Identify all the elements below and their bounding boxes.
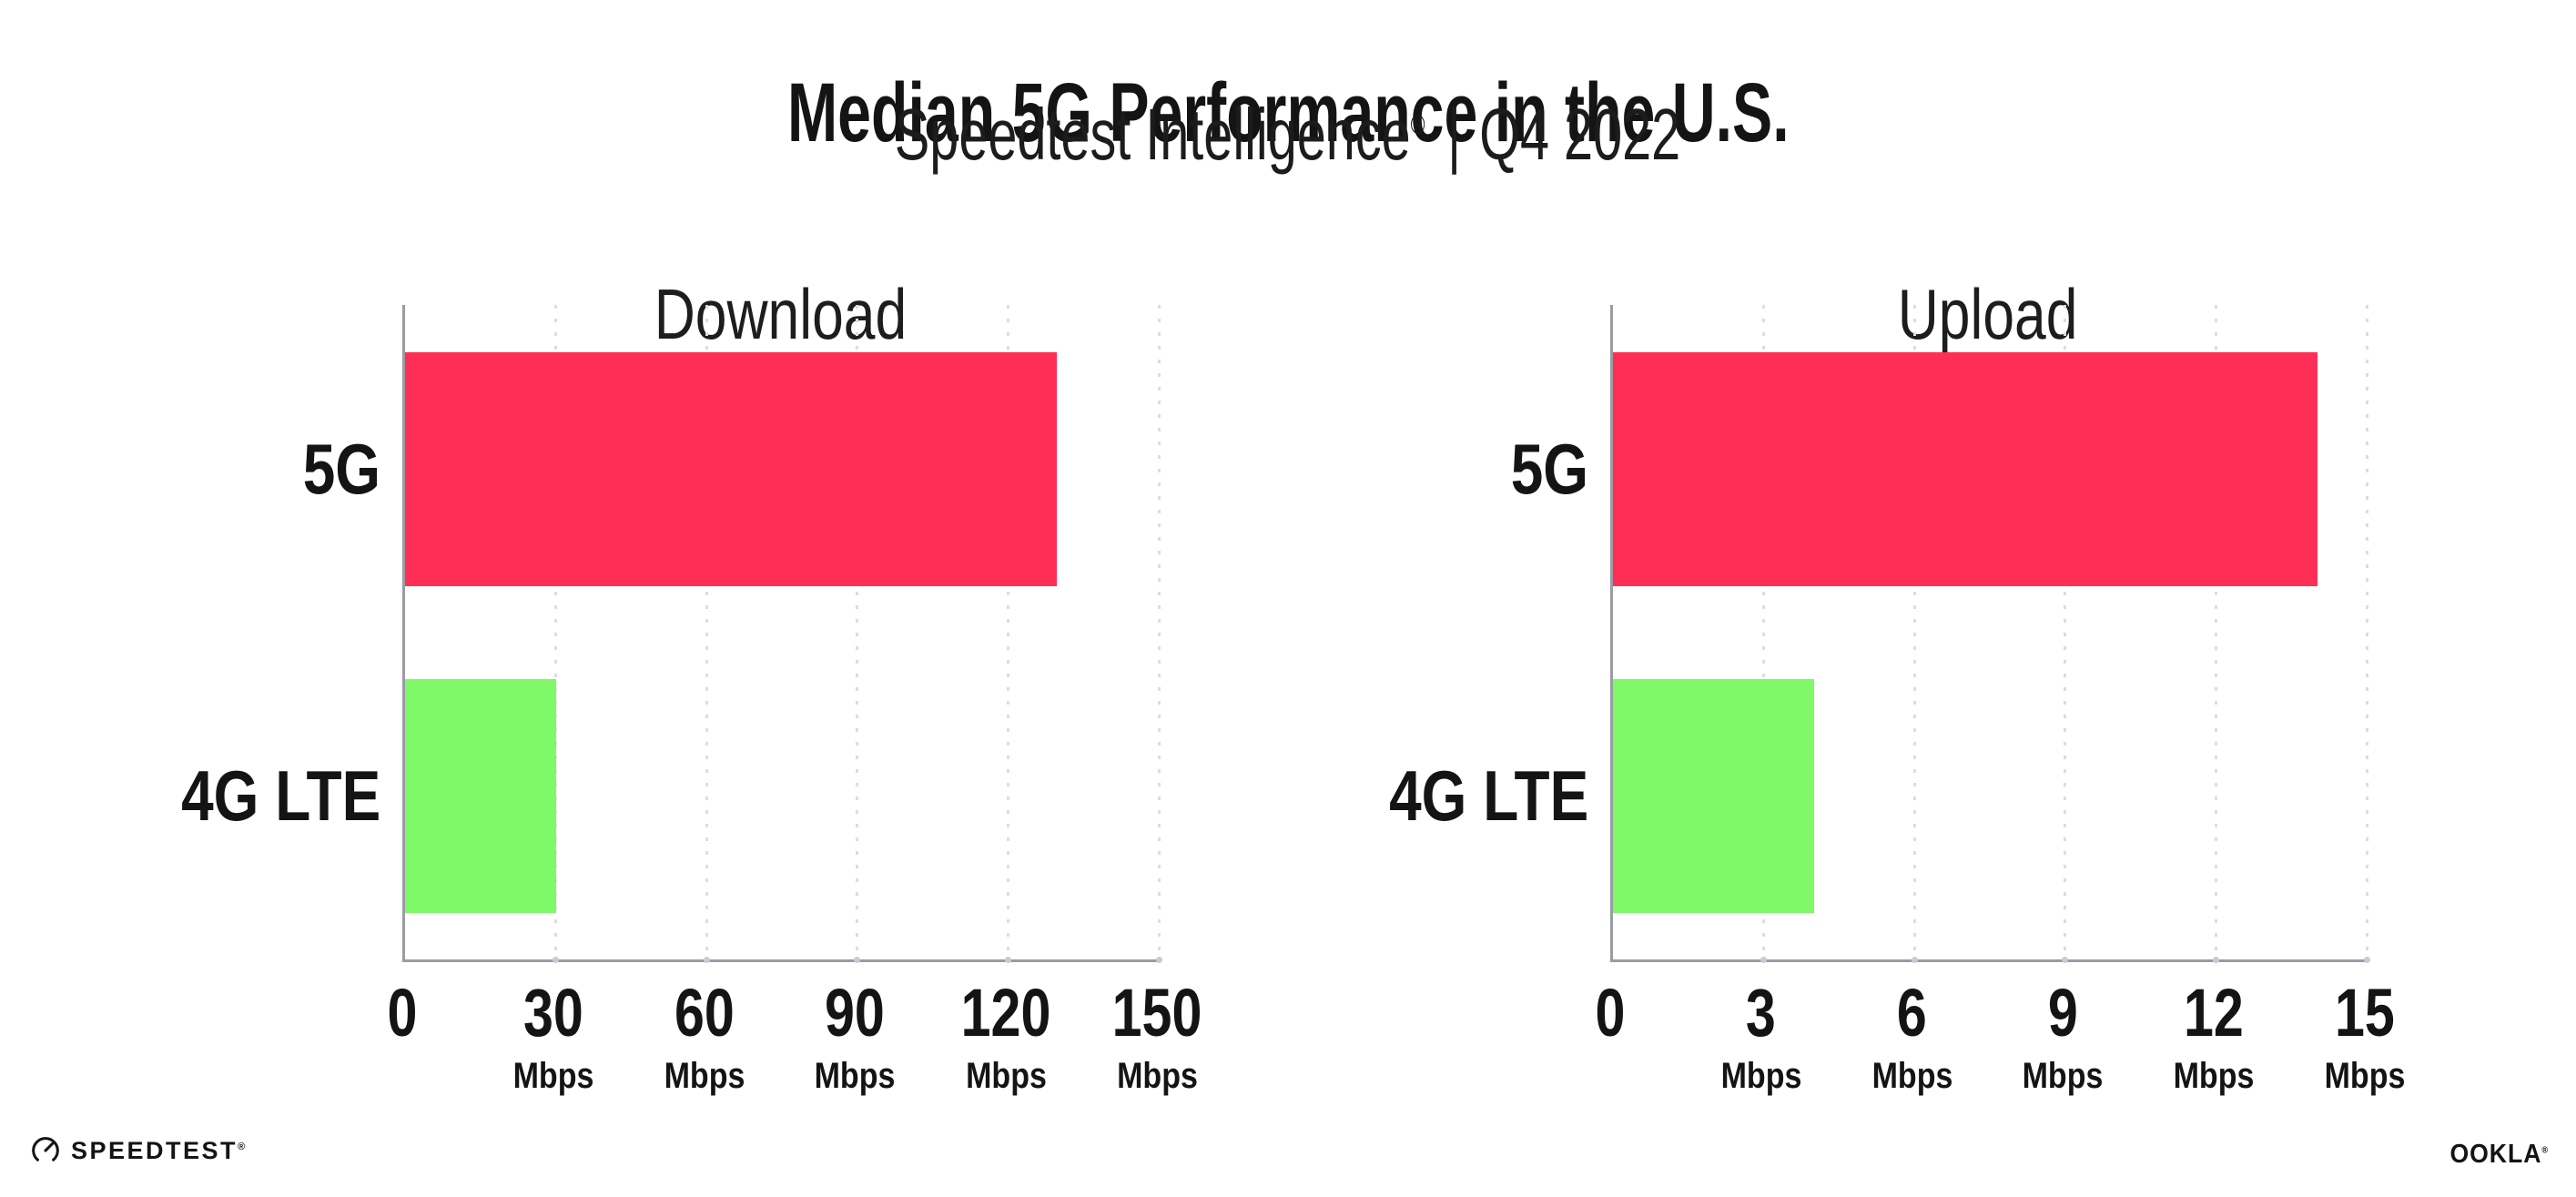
x-tick-label: 120 Mbps — [949, 979, 1061, 1096]
bar-5g-upload — [1613, 352, 2317, 586]
gridline — [552, 305, 559, 963]
chart-title-upload: Upload — [1898, 273, 2078, 354]
subtitle-separator: | — [1447, 94, 1462, 175]
y-axis-label-5g-download: 5G — [302, 429, 380, 509]
x-tick-unit: Mbps — [2324, 1056, 2406, 1096]
gridline — [1156, 305, 1162, 963]
speedtest-logo: SPEEDTEST® — [31, 1136, 248, 1165]
speedtest-wordmark: SPEEDTEST® — [71, 1136, 248, 1164]
x-tick-unit: Mbps — [1116, 1056, 1198, 1096]
gridline — [2062, 305, 2069, 963]
x-tick-unit: Mbps — [2023, 1056, 2104, 1096]
bar-5g-download — [405, 352, 1057, 586]
x-tick-unit: Mbps — [965, 1056, 1047, 1096]
x-tick-unit: Mbps — [1871, 1056, 1952, 1096]
x-tick-label: 12 Mbps — [2166, 979, 2261, 1096]
gridline — [1911, 305, 1918, 963]
speedtest-gauge-icon — [32, 1137, 59, 1161]
x-tick-unit: Mbps — [815, 1056, 896, 1096]
x-tick-label: 30 Mbps — [506, 979, 601, 1096]
x-tick-label: 3 Mbps — [1714, 979, 1809, 1096]
gridline — [1760, 305, 1767, 963]
x-tick-label: 0 — [387, 975, 418, 1050]
x-tick-unit: Mbps — [664, 1056, 745, 1096]
x-tick-label: 15 Mbps — [2317, 979, 2412, 1096]
y-axis-label-4g-lte-download: 4G LTE — [180, 756, 380, 836]
x-tick-unit: Mbps — [1720, 1056, 1802, 1096]
plot-area-download — [402, 305, 1162, 963]
gridline — [2213, 305, 2220, 963]
x-axis-download: 0 30 Mbps 60 Mbps 90 Mbps 120 Mbps 150 M… — [388, 979, 1202, 1134]
page-subtitle: Speedtest Intelligence® | Q4 2022 — [0, 95, 2576, 175]
y-axis-label-4g-lte-upload: 4G LTE — [1388, 756, 1588, 836]
gridline — [703, 305, 710, 963]
ookla-wordmark: OOKLA® — [2449, 1140, 2549, 1169]
bar-4g-lte-upload — [1613, 679, 1815, 913]
y-axis-label-5g-upload: 5G — [1510, 429, 1588, 509]
x-tick-label: 6 Mbps — [1864, 979, 1959, 1096]
registered-trademark-icon: ® — [1411, 110, 1426, 141]
gridline — [2364, 305, 2370, 963]
trademark-icon: ® — [238, 1141, 248, 1152]
x-tick-label: 60 Mbps — [656, 979, 751, 1096]
chart-title-download: Download — [654, 273, 907, 354]
x-tick-label: 90 Mbps — [807, 979, 902, 1096]
x-tick-label: 9 Mbps — [2015, 979, 2110, 1096]
trademark-icon: ® — [2541, 1145, 2549, 1156]
subtitle-period: Q4 2022 — [1479, 94, 1681, 175]
page-title-text: Median 5G Performance in the U.S. — [786, 66, 1790, 159]
gridline — [1005, 305, 1012, 963]
x-tick-unit: Mbps — [512, 1056, 594, 1096]
x-tick-label: 150 Mbps — [1100, 979, 1212, 1096]
x-tick-label: 0 — [1595, 975, 1626, 1050]
gridline — [854, 305, 861, 963]
page-title: Median 5G Performance in the U.S. — [0, 69, 2576, 157]
subtitle-brand: Speedtest Intelligence — [895, 94, 1412, 175]
bar-4g-lte-download — [405, 679, 556, 913]
x-axis-upload: 0 3 Mbps 6 Mbps 9 Mbps 12 Mbps 15 Mbps — [1596, 979, 2406, 1134]
plot-area-upload — [1610, 305, 2370, 963]
ookla-logo: OOKLA® — [2441, 1140, 2549, 1170]
x-tick-unit: Mbps — [2173, 1056, 2255, 1096]
